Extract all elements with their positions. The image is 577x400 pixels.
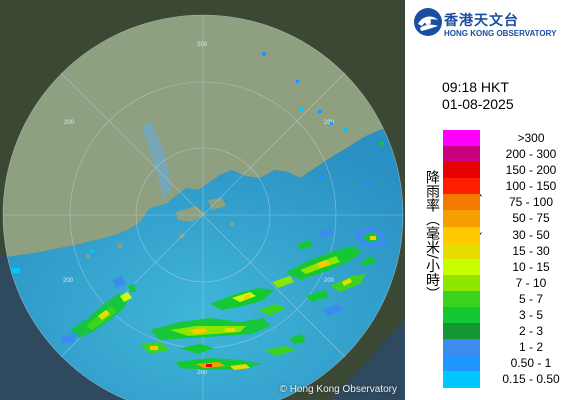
org-name-en: HONG KONG OBSERVATORY — [444, 29, 557, 38]
scale-swatch — [443, 355, 480, 372]
range-label: 200 — [197, 42, 208, 48]
scale-row: 200 - 300 — [443, 146, 577, 163]
scale-range-label: >300 — [517, 131, 545, 145]
mainland-landmass — [3, 15, 403, 258]
scale-swatch — [443, 307, 480, 324]
scale-range-label: 0.50 - 1 — [510, 356, 552, 371]
scale-row: 30 - 50 — [443, 226, 577, 243]
org-name-cn: 香港天文台 — [444, 12, 519, 28]
scale-swatch — [443, 274, 480, 291]
outer-sea-east — [330, 320, 405, 400]
scale-swatch — [443, 210, 480, 227]
scale-swatch — [443, 339, 480, 356]
range-label: 200 — [64, 120, 75, 126]
scale-range-label: 200 - 300 — [505, 147, 557, 162]
scale-range-label: 1 - 2 — [518, 340, 543, 355]
rainfall-scale: >300 200 - 300 150 - 200 100 - 150 75 - 100 5… — [443, 130, 577, 388]
scale-range-label: 75 - 100 — [508, 195, 554, 210]
scale-range-label: 50 - 75 — [512, 211, 550, 226]
scale-swatch — [443, 146, 480, 163]
scale-range-label: 15 - 30 — [512, 243, 550, 258]
scale-row: 100 - 150 — [443, 178, 577, 195]
scale-swatch — [443, 178, 480, 195]
scale-range-label: 3 - 5 — [518, 308, 543, 323]
hko-emblem-icon — [414, 8, 442, 36]
scale-swatch — [443, 242, 480, 259]
legend-panel: 香港天文台 HONG KONG OBSERVATORY 09:18 HKT 01… — [405, 0, 577, 400]
scale-range-label: 7 - 10 — [515, 275, 547, 290]
pearl-river-estuary — [142, 120, 172, 200]
scale-range-label: 100 - 150 — [505, 179, 557, 194]
scale-row: 0.15 - 0.50 — [443, 371, 577, 388]
scale-row: 15 - 30 — [443, 242, 577, 259]
copyright-text: © Hong Kong Observatory — [279, 384, 397, 395]
scale-row: 2 - 3 — [443, 323, 577, 340]
scale-row: >300 — [443, 130, 577, 147]
radar-map: 200 200 200 200 200 200 — [0, 0, 405, 400]
scale-row: 3 - 5 — [443, 307, 577, 324]
south-china-sea — [3, 120, 403, 400]
scale-range-label: 0.15 - 0.50 — [502, 372, 560, 387]
scale-swatch — [443, 371, 480, 388]
observation-date: 01-08-2025 — [442, 96, 514, 112]
scale-swatch — [443, 323, 480, 340]
scale-row: 7 - 10 — [443, 274, 577, 291]
hk-island — [208, 198, 226, 210]
scale-swatch — [443, 130, 480, 147]
range-label: 200 — [324, 278, 335, 284]
scale-row: 150 - 200 — [443, 162, 577, 179]
scale-swatch — [443, 226, 480, 243]
scale-row: 75 - 100 — [443, 194, 577, 211]
legend-title-cn: 降雨率（毫米/小時） — [424, 170, 440, 301]
range-label: 200 — [324, 120, 335, 126]
scale-swatch — [443, 162, 480, 179]
scale-range-label: 5 - 7 — [518, 291, 543, 306]
scale-row: 0.50 - 1 — [443, 355, 577, 372]
scale-range-label: 2 - 3 — [518, 324, 543, 339]
radar-image: 200 200 200 200 200 200 — [0, 14, 405, 400]
scale-swatch — [443, 258, 480, 275]
hko-logo: 香港天文台 HONG KONG OBSERVATORY — [412, 6, 574, 40]
lantau-island — [176, 206, 206, 222]
scale-row: 5 - 7 — [443, 290, 577, 308]
range-label: 200 — [63, 278, 74, 284]
scale-row: 1 - 2 — [443, 339, 577, 356]
scale-range-label: 30 - 50 — [512, 227, 550, 242]
scale-row: 50 - 75 — [443, 210, 577, 227]
observation-time: 09:18 HKT — [442, 79, 509, 95]
radar-coverage — [3, 15, 403, 400]
scale-swatch — [443, 194, 480, 211]
range-label: 200 — [197, 370, 208, 376]
scale-swatch — [443, 290, 480, 308]
scale-range-label: 150 - 200 — [505, 163, 557, 178]
scale-range-label: 10 - 15 — [512, 259, 550, 274]
scale-row: 10 - 15 — [443, 258, 577, 275]
rain-echoes — [12, 52, 388, 370]
range-ring-labels: 200 200 200 200 200 200 — [63, 42, 335, 376]
